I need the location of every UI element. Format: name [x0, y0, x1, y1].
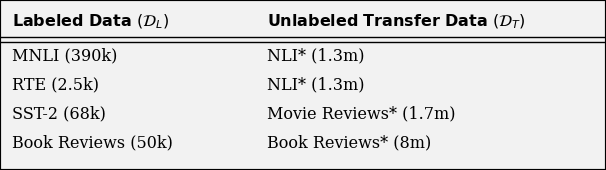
Text: NLI* (1.3m): NLI* (1.3m) [267, 48, 364, 65]
Text: MNLI (390k): MNLI (390k) [12, 48, 118, 65]
Text: Book Reviews* (8m): Book Reviews* (8m) [267, 134, 431, 151]
Text: Book Reviews (50k): Book Reviews (50k) [12, 134, 173, 151]
Text: $\bf{Unlabeled\ Transfer\ Data}$ $(\mathcal{D}_T)$: $\bf{Unlabeled\ Transfer\ Data}$ $(\math… [267, 13, 525, 31]
Text: $\bf{Labeled\ Data}$ $(\mathcal{D}_L)$: $\bf{Labeled\ Data}$ $(\mathcal{D}_L)$ [12, 13, 169, 31]
Text: NLI* (1.3m): NLI* (1.3m) [267, 76, 364, 94]
Text: RTE (2.5k): RTE (2.5k) [12, 76, 99, 94]
Text: SST-2 (68k): SST-2 (68k) [12, 105, 106, 122]
Text: Movie Reviews* (1.7m): Movie Reviews* (1.7m) [267, 105, 455, 122]
